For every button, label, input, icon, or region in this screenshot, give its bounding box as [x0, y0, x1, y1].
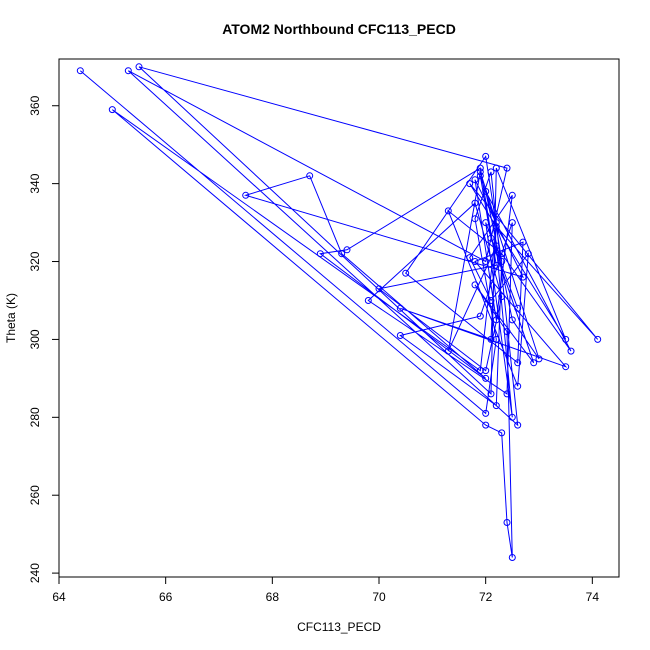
data-point	[471, 281, 479, 289]
y-tick-label: 280	[28, 407, 42, 427]
data-point	[316, 250, 324, 258]
series-line	[79, 66, 599, 558]
data-point	[444, 347, 452, 355]
data-point	[242, 191, 250, 199]
y-axis: 240 260 280 300 320 340 360	[28, 95, 60, 583]
x-tick-label: 68	[266, 590, 280, 604]
data-point	[306, 172, 314, 180]
data-point	[396, 304, 404, 312]
data-point	[476, 312, 484, 320]
data-point	[482, 219, 490, 227]
data-point	[498, 429, 506, 437]
data-point	[76, 67, 84, 75]
data-point	[492, 242, 500, 250]
data-point	[471, 176, 479, 184]
data-point	[492, 261, 500, 269]
data-point	[503, 328, 511, 336]
x-tick-label: 70	[372, 590, 386, 604]
y-tick-label: 300	[28, 329, 42, 349]
y-tick-label: 260	[28, 485, 42, 505]
y-tick-label: 240	[28, 563, 42, 583]
data-point	[444, 207, 452, 215]
data-point	[471, 215, 479, 223]
data-point	[535, 355, 543, 363]
data-point	[487, 168, 495, 176]
data-point	[482, 421, 490, 429]
data-point	[519, 273, 527, 281]
data-point	[476, 168, 484, 176]
data-point	[482, 187, 490, 195]
data-point	[487, 335, 495, 343]
x-axis: 64 66 68 70 72 74	[52, 576, 600, 604]
data-point	[135, 63, 143, 71]
data-point	[364, 297, 372, 304]
data-point	[514, 421, 522, 429]
data-point	[514, 382, 522, 390]
data-point	[343, 246, 351, 254]
data-point	[108, 106, 116, 114]
x-tick-label: 64	[52, 590, 66, 604]
data-point	[492, 335, 500, 343]
chart-title: ATOM2 Northbound CFC113_PECD	[222, 21, 456, 37]
data-point	[594, 335, 602, 343]
data-point	[375, 285, 383, 293]
x-tick-label: 72	[479, 590, 493, 604]
data-point	[562, 335, 570, 343]
x-tick-label: 74	[586, 590, 600, 604]
data-point	[562, 363, 570, 371]
data-point	[492, 223, 500, 230]
data-point	[514, 359, 522, 367]
data-point	[503, 519, 511, 526]
data-point	[508, 191, 516, 199]
data-point	[476, 367, 484, 375]
y-tick-label: 340	[28, 173, 42, 193]
data-point	[482, 374, 490, 382]
data-point	[492, 164, 500, 172]
data-point	[476, 172, 484, 180]
data-point	[503, 390, 511, 398]
data-point	[487, 297, 495, 304]
data-point	[396, 332, 404, 339]
data-point	[508, 413, 516, 421]
data-point	[402, 269, 410, 277]
data-point	[471, 258, 479, 265]
data-point	[492, 316, 500, 324]
y-tick-label: 320	[28, 251, 42, 271]
data-point	[524, 250, 532, 258]
data-point	[124, 67, 132, 75]
data-point	[503, 164, 511, 172]
data-point	[487, 390, 495, 398]
data-point	[498, 293, 506, 301]
series-layer	[76, 63, 602, 561]
data-point	[487, 234, 495, 242]
data-point	[482, 409, 490, 417]
data-point	[567, 347, 575, 355]
y-tick-label: 360	[28, 95, 42, 115]
data-point	[338, 250, 346, 258]
data-point	[482, 367, 490, 375]
data-point	[471, 199, 479, 207]
data-point	[476, 164, 484, 172]
data-point	[482, 152, 490, 160]
data-point	[530, 359, 538, 367]
y-axis-label: Theta (K)	[4, 293, 18, 343]
data-point	[492, 402, 500, 410]
data-point	[508, 316, 516, 324]
data-point	[519, 238, 527, 246]
data-point	[508, 219, 516, 227]
x-axis-label: CFC113_PECD	[297, 620, 381, 634]
data-point	[498, 250, 506, 258]
data-point	[492, 219, 500, 227]
data-point	[482, 258, 490, 265]
data-point	[498, 258, 506, 265]
data-point	[508, 554, 516, 561]
data-point	[466, 180, 474, 188]
x-tick-label: 66	[159, 590, 173, 604]
data-point	[466, 254, 474, 262]
data-point	[514, 304, 522, 312]
